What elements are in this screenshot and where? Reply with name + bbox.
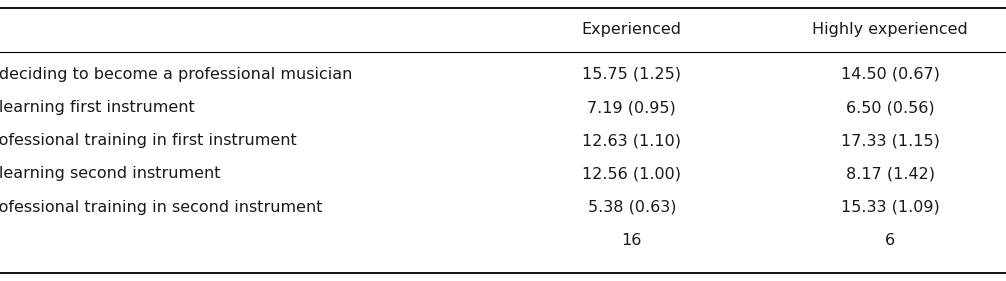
Text: Years of professional training in first instrument: Years of professional training in first …	[0, 133, 297, 148]
Text: 6: 6	[885, 233, 895, 248]
Text: 8.17 (1.42): 8.17 (1.42)	[846, 166, 935, 182]
Text: Experienced: Experienced	[581, 22, 682, 37]
Text: Age when learning first instrument: Age when learning first instrument	[0, 100, 195, 115]
Text: Highly experienced: Highly experienced	[813, 22, 968, 37]
Text: 17.33 (1.15): 17.33 (1.15)	[841, 133, 940, 148]
Text: Age when learning second instrument: Age when learning second instrument	[0, 166, 221, 182]
Text: 12.63 (1.10): 12.63 (1.10)	[582, 133, 681, 148]
Text: Years of professional training in second instrument: Years of professional training in second…	[0, 200, 323, 215]
Text: 6.50 (0.56): 6.50 (0.56)	[846, 100, 935, 115]
Text: 15.75 (1.25): 15.75 (1.25)	[582, 67, 681, 82]
Text: 7.19 (0.95): 7.19 (0.95)	[588, 100, 676, 115]
Text: 5.38 (0.63): 5.38 (0.63)	[588, 200, 676, 215]
Text: 14.50 (0.67): 14.50 (0.67)	[841, 67, 940, 82]
Text: 12.56 (1.00): 12.56 (1.00)	[582, 166, 681, 182]
Text: 15.33 (1.09): 15.33 (1.09)	[841, 200, 940, 215]
Text: 16: 16	[622, 233, 642, 248]
Text: Age when deciding to become a professional musician: Age when deciding to become a profession…	[0, 67, 353, 82]
